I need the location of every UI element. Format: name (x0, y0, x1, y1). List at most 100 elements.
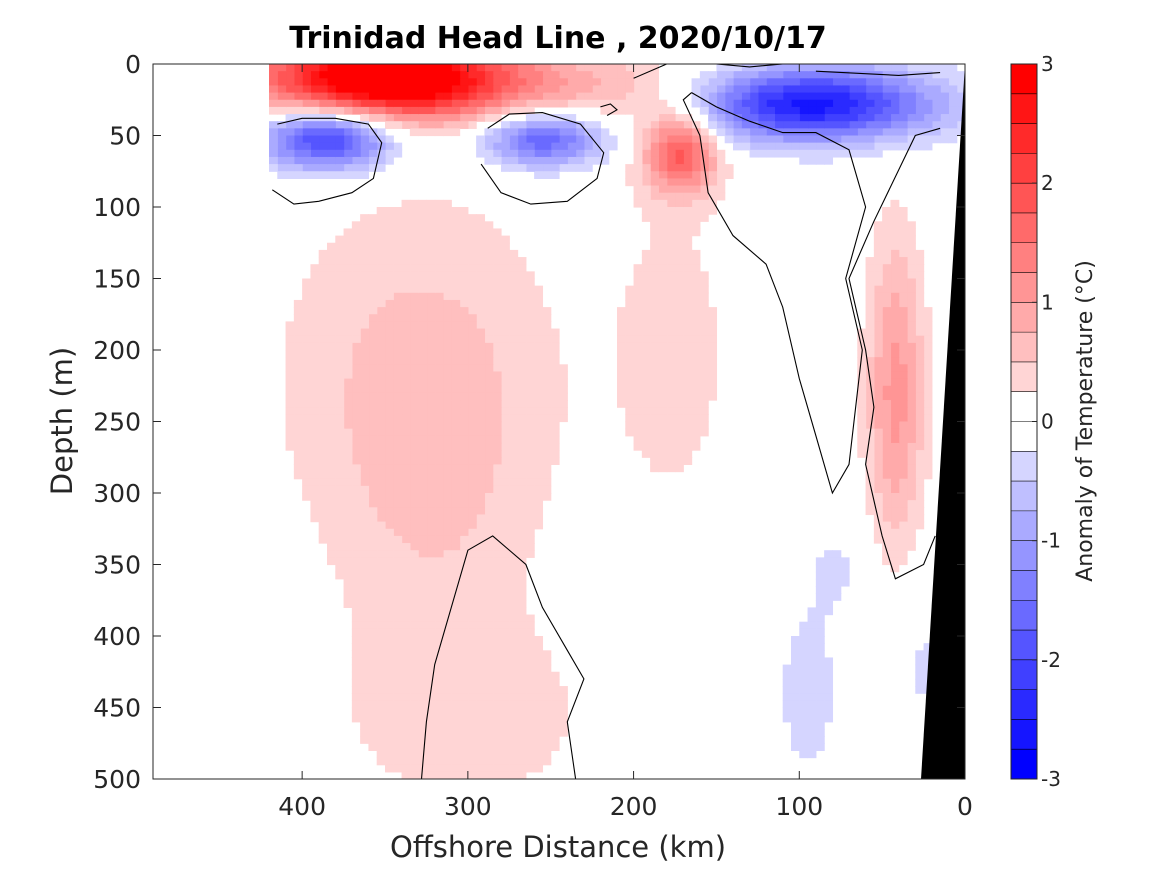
field-cell (923, 99, 933, 108)
field-cell (492, 450, 502, 458)
field-cell (525, 149, 535, 158)
field-cell (815, 71, 825, 79)
field-cell (708, 192, 718, 201)
colorbar-tick-label: -3 (1041, 767, 1061, 791)
field-cell (658, 285, 668, 294)
field-cell (716, 164, 726, 172)
field-cell (343, 600, 353, 608)
field-cell (385, 721, 394, 730)
field-cell (401, 678, 411, 687)
field-cell (492, 128, 502, 137)
field-cell (658, 185, 668, 194)
field-cell (426, 307, 436, 315)
field-cell (658, 106, 668, 115)
field-cell (733, 135, 742, 144)
field-cell (641, 185, 651, 194)
field-cell (840, 121, 850, 129)
field-cell (542, 428, 552, 437)
field-cell (360, 92, 370, 101)
field-cell (898, 228, 908, 237)
field-cell (882, 249, 892, 258)
field-cell (368, 457, 378, 465)
field-cell (650, 464, 660, 473)
field-cell (434, 514, 444, 523)
field-cell (699, 214, 709, 222)
field-cell (658, 264, 668, 272)
field-cell (542, 414, 552, 423)
field-cell (476, 64, 486, 72)
field-cell (459, 557, 469, 566)
field-cell (376, 514, 386, 523)
field-cell (451, 650, 461, 659)
field-cell (484, 528, 494, 537)
field-cell (633, 385, 643, 394)
field-cell (492, 643, 502, 651)
field-cell (525, 493, 535, 501)
field-cell (426, 593, 436, 601)
field-cell (575, 135, 585, 144)
field-cell (327, 521, 336, 530)
field-cell (600, 142, 610, 151)
field-cell (534, 457, 544, 465)
field-cell (451, 528, 461, 537)
field-cell (915, 249, 925, 258)
field-cell (360, 621, 370, 630)
field-cell (310, 478, 320, 487)
field-cell (451, 114, 461, 122)
field-cell (757, 135, 767, 144)
field-cell (293, 364, 303, 373)
field-cell (675, 400, 684, 408)
field-cell (559, 392, 568, 401)
field-cell (625, 106, 635, 115)
field-cell (534, 500, 544, 508)
field-cell (434, 743, 444, 751)
field-cell (451, 621, 461, 630)
field-cell (633, 357, 643, 365)
field-cell (666, 342, 676, 351)
field-cell (824, 85, 834, 94)
field-cell (443, 257, 452, 265)
field-cell (360, 321, 370, 330)
zero-contour-line (633, 64, 667, 79)
field-cell (898, 464, 908, 473)
field-cell (683, 357, 693, 365)
field-cell (525, 514, 535, 523)
field-cell (426, 214, 436, 222)
field-cell (832, 149, 842, 158)
field-cell (401, 664, 411, 673)
field-cell (360, 142, 370, 151)
field-cell (293, 385, 303, 394)
field-cell (434, 106, 444, 115)
field-cell (451, 664, 461, 673)
field-cell (824, 114, 834, 122)
field-cell (683, 328, 693, 337)
field-cell (501, 728, 510, 737)
field-cell (476, 571, 486, 580)
field-cell (418, 464, 428, 473)
field-cell (434, 664, 444, 673)
field-cell (467, 493, 477, 501)
field-cell (675, 421, 684, 430)
field-cell (360, 628, 370, 637)
field-cell (376, 678, 386, 687)
field-cell (907, 428, 916, 437)
field-cell (476, 407, 486, 415)
field-cell (476, 242, 486, 251)
field-cell (708, 207, 718, 215)
field-cell (708, 185, 718, 194)
field-cell (393, 457, 403, 465)
field-cell (443, 299, 452, 308)
field-cell (592, 99, 602, 108)
field-cell (351, 628, 361, 637)
field-cell (882, 214, 892, 222)
field-cell (376, 350, 386, 358)
field-cell (302, 428, 312, 437)
field-cell (476, 135, 486, 144)
field-cell (385, 671, 394, 680)
field-cell (882, 92, 892, 101)
field-cell (691, 328, 701, 337)
field-cell (525, 92, 535, 101)
field-cell (385, 650, 394, 659)
field-cell (633, 407, 643, 415)
field-cell (509, 149, 519, 158)
